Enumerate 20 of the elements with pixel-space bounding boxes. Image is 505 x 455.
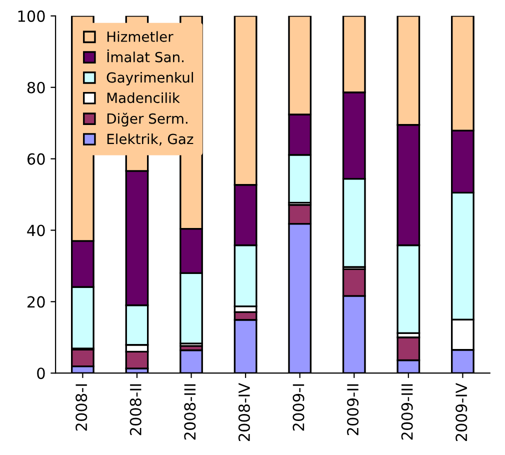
legend-label: Hizmetler xyxy=(107,31,174,42)
x-tick-label: 2008-III xyxy=(184,384,196,440)
y-tick-label: 0 xyxy=(37,368,45,380)
x-tick-label: 2008-I xyxy=(76,384,88,431)
x-tick-label: 2009-IV xyxy=(456,382,468,442)
legend-label: Elektrik, Gaz xyxy=(107,133,194,146)
legend-label: Gayrimenkul xyxy=(106,72,193,86)
y-tick-label: 60 xyxy=(27,153,45,165)
legend-label: Madencilik xyxy=(107,92,180,104)
legend-label: İmalat San. xyxy=(107,49,184,62)
x-tick-label: 2008-II xyxy=(130,384,142,436)
y-tick-label: 40 xyxy=(27,224,45,236)
x-tick-label: 2009-III xyxy=(401,384,413,440)
y-tick-label: 20 xyxy=(28,296,45,308)
y-tick-label: 80 xyxy=(27,82,45,94)
legend-label: Diğer Serm. xyxy=(107,112,188,127)
y-tick-label: 100 xyxy=(18,10,45,22)
x-tick-label: 2009-I xyxy=(292,384,304,431)
x-tick-label: 2009-II xyxy=(347,384,359,436)
x-tick-label: 2008-IV xyxy=(238,382,250,442)
